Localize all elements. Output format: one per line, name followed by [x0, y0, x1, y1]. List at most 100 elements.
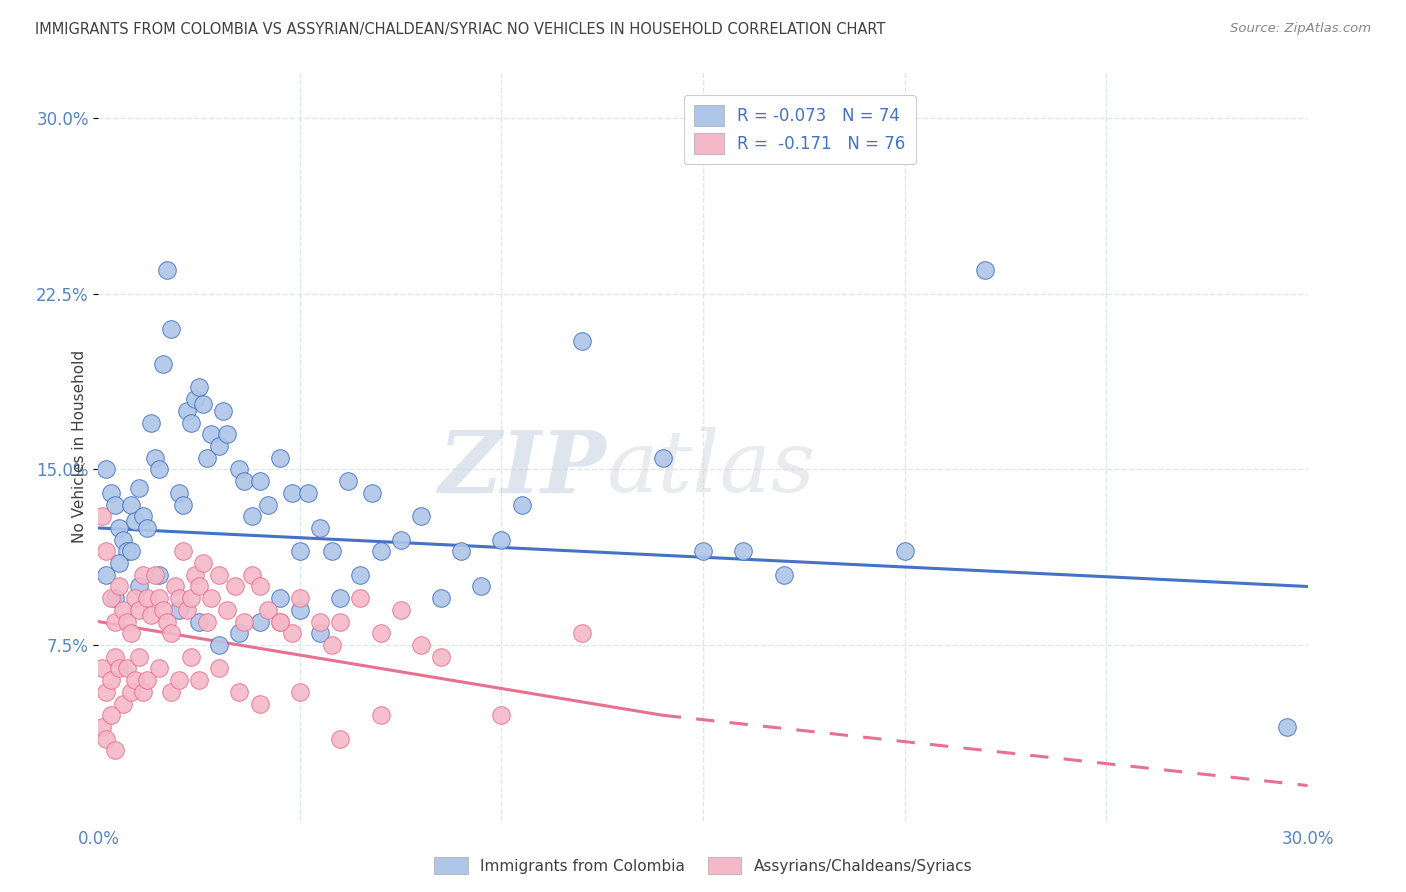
Point: [96, 731, 118, 746]
Point: [152, 603, 174, 617]
Point: [240, 567, 263, 582]
Point: [160, 322, 183, 336]
Text: atlas: atlas: [606, 427, 815, 510]
Point: [96, 685, 118, 699]
Point: [96, 567, 118, 582]
Point: [208, 439, 231, 453]
Point: [184, 392, 207, 407]
Point: [176, 603, 198, 617]
Point: [176, 404, 198, 418]
Point: [184, 567, 207, 582]
Point: [361, 485, 384, 500]
Point: [103, 615, 125, 629]
Point: [103, 498, 125, 512]
Point: [107, 521, 129, 535]
Point: [200, 591, 222, 606]
Point: [349, 567, 371, 582]
Point: [111, 603, 134, 617]
Point: [281, 485, 304, 500]
Point: [249, 615, 271, 629]
Point: [321, 544, 343, 558]
Point: [337, 474, 360, 488]
Point: [370, 544, 392, 558]
Point: [132, 509, 155, 524]
Point: [160, 685, 183, 699]
Point: [409, 638, 432, 652]
Point: [128, 603, 150, 617]
Point: [103, 649, 125, 664]
Point: [107, 580, 129, 594]
Point: [188, 380, 211, 394]
Point: [115, 544, 138, 558]
Point: [143, 450, 166, 465]
Point: [107, 661, 129, 675]
Point: [269, 615, 291, 629]
Point: [139, 416, 162, 430]
Point: [107, 556, 129, 570]
Point: [124, 673, 146, 688]
Point: [91, 509, 114, 524]
Point: [115, 615, 138, 629]
Point: [100, 485, 122, 500]
Point: [167, 485, 190, 500]
Point: [893, 544, 915, 558]
Point: [228, 626, 250, 640]
Point: [208, 661, 231, 675]
Point: [1277, 720, 1299, 734]
Point: [148, 462, 170, 476]
Point: [193, 556, 215, 570]
Legend: R = -0.073   N = 74, R =  -0.171   N = 76: R = -0.073 N = 74, R = -0.171 N = 76: [683, 95, 915, 164]
Point: [188, 580, 211, 594]
Point: [249, 474, 271, 488]
Point: [329, 731, 352, 746]
Point: [269, 591, 291, 606]
Point: [651, 450, 673, 465]
Point: [510, 498, 533, 512]
Point: [256, 603, 278, 617]
Point: [321, 638, 343, 652]
Point: [135, 591, 157, 606]
Point: [309, 521, 332, 535]
Point: [143, 567, 166, 582]
Point: [430, 649, 453, 664]
Point: [329, 591, 352, 606]
Point: [430, 591, 453, 606]
Point: [692, 544, 714, 558]
Point: [571, 626, 593, 640]
Point: [180, 416, 202, 430]
Point: [256, 498, 278, 512]
Point: [200, 427, 222, 442]
Point: [228, 685, 250, 699]
Point: [288, 685, 311, 699]
Text: ZIP: ZIP: [439, 426, 606, 510]
Point: [120, 498, 142, 512]
Legend: Immigrants from Colombia, Assyrians/Chaldeans/Syriacs: Immigrants from Colombia, Assyrians/Chal…: [427, 851, 979, 880]
Point: [128, 649, 150, 664]
Point: [370, 626, 392, 640]
Point: [135, 673, 157, 688]
Point: [208, 567, 231, 582]
Point: [148, 591, 170, 606]
Point: [180, 591, 202, 606]
Point: [103, 591, 125, 606]
Point: [160, 626, 183, 640]
Point: [100, 591, 122, 606]
Point: [139, 607, 162, 622]
Point: [195, 615, 218, 629]
Point: [232, 615, 254, 629]
Point: [132, 567, 155, 582]
Point: [733, 544, 755, 558]
Point: [172, 544, 194, 558]
Point: [193, 397, 215, 411]
Point: [120, 544, 142, 558]
Point: [269, 450, 291, 465]
Point: [281, 626, 304, 640]
Point: [188, 673, 211, 688]
Point: [120, 685, 142, 699]
Point: [288, 544, 311, 558]
Point: [100, 708, 122, 723]
Point: [208, 638, 231, 652]
Point: [128, 481, 150, 495]
Point: [100, 673, 122, 688]
Point: [111, 533, 134, 547]
